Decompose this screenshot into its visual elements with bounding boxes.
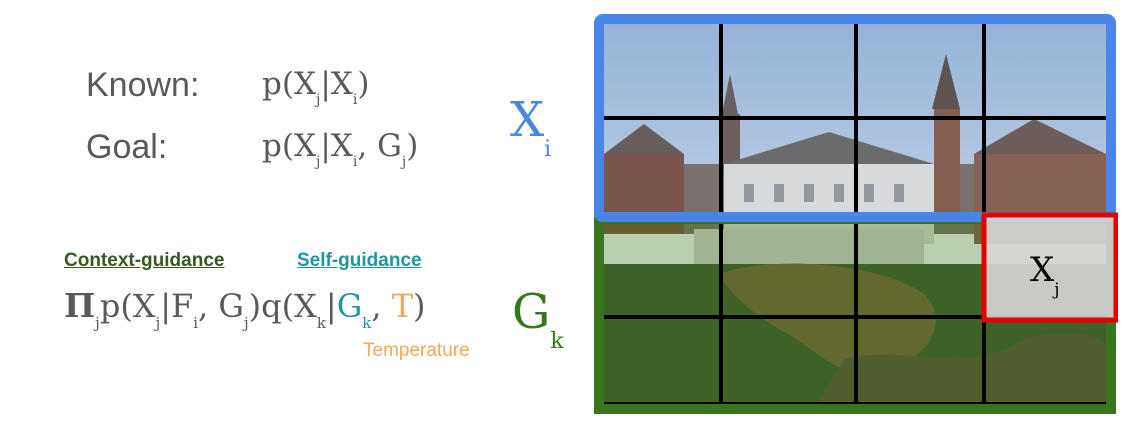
xj-label: Xj	[1030, 250, 1060, 300]
image-grid-diagram	[594, 14, 1118, 414]
self-guidance-label: Self-guidance	[297, 250, 422, 271]
goal-label: Goal:	[86, 128, 168, 166]
temperature-label: Temperature	[363, 340, 470, 361]
context-guidance-label: Context-guidance	[64, 250, 225, 271]
known-label: Known:	[86, 66, 200, 104]
xj-highlight-cell	[981, 212, 1118, 323]
xi-label: Xi	[510, 92, 552, 162]
goal-formula: p(Xj|Xi, Gj)	[262, 128, 419, 170]
known-formula: p(Xj|Xi)	[262, 66, 370, 108]
gk-label: Gk	[512, 284, 564, 354]
xi-region-border	[594, 14, 1116, 222]
product-formula: Πjp(Xj|Fi, Gj)q(Xk|Gk, T)	[64, 286, 426, 332]
